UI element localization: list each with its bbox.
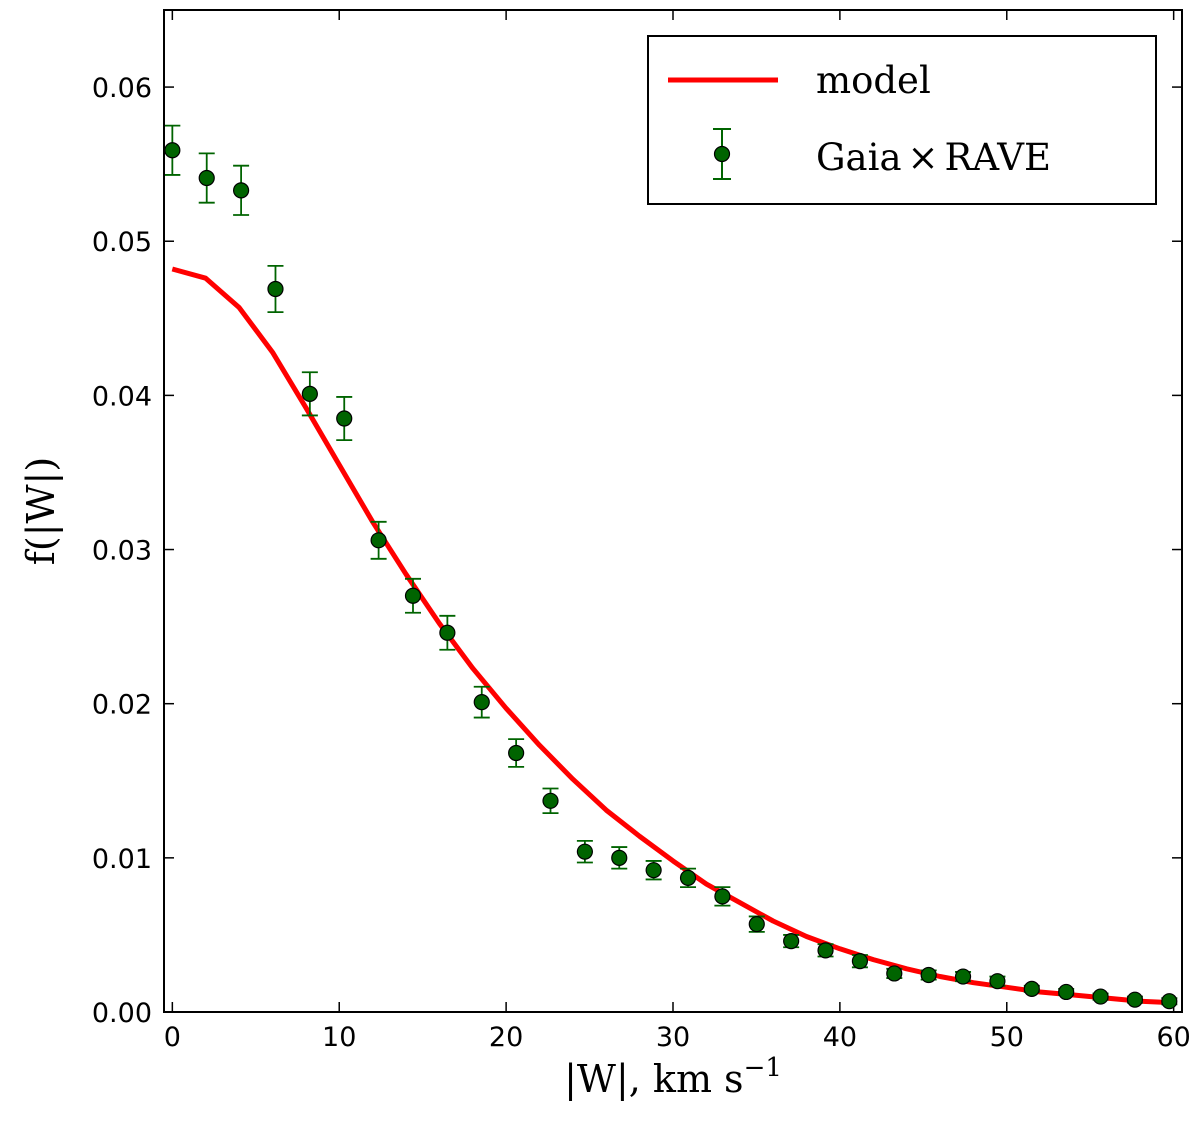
data-point	[576, 843, 593, 860]
data-point	[267, 280, 284, 298]
data-point	[301, 385, 318, 402]
data-point-group	[370, 520, 387, 560]
data-point	[783, 932, 800, 950]
data-point-group	[920, 966, 937, 984]
data-point-group	[404, 577, 422, 614]
data-point-group	[679, 867, 697, 889]
data-point-group	[508, 738, 525, 768]
data-point	[679, 869, 697, 886]
data-point	[817, 942, 834, 959]
data-point-group	[1023, 980, 1040, 997]
data-point	[164, 142, 181, 159]
data-point	[611, 849, 628, 866]
data-point	[1092, 988, 1109, 1005]
data-point-group	[542, 787, 559, 815]
x-tick-label: 60	[1156, 1022, 1190, 1053]
data-point-group	[439, 614, 456, 651]
data-point-group	[1058, 983, 1075, 1001]
data-point-group	[748, 915, 765, 933]
legend: model Gaia × RAVE	[647, 35, 1157, 205]
data-point-group	[714, 886, 731, 907]
data-point	[473, 694, 490, 711]
plot-frame	[163, 9, 1183, 1013]
data-point-group	[198, 152, 215, 204]
y-tick-label: 0.02	[92, 690, 152, 721]
data-point	[404, 587, 422, 604]
data-point-group	[989, 973, 1006, 990]
legend-model-label: model	[816, 59, 931, 102]
data-point	[1161, 993, 1178, 1010]
data-point-group	[1126, 991, 1144, 1008]
data-point-group	[1161, 993, 1178, 1010]
legend-gaia-label: Gaia × RAVE	[816, 136, 1051, 179]
data-point-group	[576, 839, 593, 864]
data-point	[198, 169, 215, 187]
data-point	[920, 966, 937, 984]
legend-gaia-label-operator: ×	[908, 136, 939, 179]
x-tick-label: 0	[164, 1022, 181, 1053]
legend-gaia-label-suffix: RAVE	[945, 136, 1051, 179]
y-tick-label: 0.06	[92, 73, 152, 104]
y-tick-label: 0.05	[92, 227, 152, 258]
data-point	[233, 182, 250, 199]
data-point-group	[233, 164, 250, 216]
data-point-group	[886, 965, 903, 982]
x-axis-label-superscript: −1	[744, 1053, 782, 1083]
x-tick-label: 20	[489, 1022, 523, 1053]
x-axis-label-main: |W|, km s	[564, 1057, 743, 1101]
plot-area	[164, 124, 1178, 1010]
data-point-group	[336, 396, 353, 441]
y-tick-label: 0.03	[92, 536, 152, 567]
data-point	[886, 965, 903, 982]
data-point-group	[611, 846, 628, 870]
data-point-group	[817, 942, 834, 959]
data-point-group	[645, 860, 662, 881]
x-tick-label: 40	[823, 1022, 857, 1053]
x-axis-label: |W|, km s−1	[564, 1053, 782, 1101]
data-point-group	[851, 953, 869, 970]
data-point	[336, 410, 353, 427]
data-point	[508, 744, 525, 762]
data-point	[645, 862, 662, 879]
data-point-group	[301, 371, 318, 417]
y-tick-label: 0.01	[92, 844, 152, 875]
y-tick-label: 0.04	[92, 381, 152, 412]
data-point-group	[954, 968, 972, 985]
data-point-group	[783, 932, 800, 950]
data-point	[1126, 991, 1144, 1008]
x-tick-label: 50	[990, 1022, 1024, 1053]
y-tick-label: 0.00	[92, 998, 152, 1029]
x-tick-label: 30	[656, 1022, 690, 1053]
data-points-layer	[164, 124, 1178, 1010]
data-point	[370, 532, 387, 549]
data-point-group	[267, 264, 284, 314]
data-point	[954, 968, 972, 985]
data-point-group	[164, 124, 181, 176]
data-point-group	[1092, 988, 1109, 1005]
data-point-group	[473, 685, 490, 719]
data-point	[439, 624, 456, 641]
data-point	[1058, 983, 1075, 1001]
data-point	[748, 916, 765, 933]
data-point	[851, 953, 869, 970]
y-axis-label: f(|W|)	[19, 457, 63, 565]
model-line	[171, 266, 1174, 1006]
data-point	[989, 973, 1006, 990]
x-tick-label: 10	[322, 1022, 356, 1053]
legend-gaia-marker	[713, 145, 731, 163]
legend-box	[647, 35, 1157, 205]
data-point	[714, 888, 731, 905]
data-point	[542, 792, 559, 809]
tick-labels-layer: 0 10 20 30 40 50 60 0.00 0.01 0.02 0.03 0.04 0.05 0.0…	[92, 73, 1191, 1053]
legend-gaia-label-name: Gaia	[816, 136, 902, 179]
data-point	[1023, 980, 1040, 997]
